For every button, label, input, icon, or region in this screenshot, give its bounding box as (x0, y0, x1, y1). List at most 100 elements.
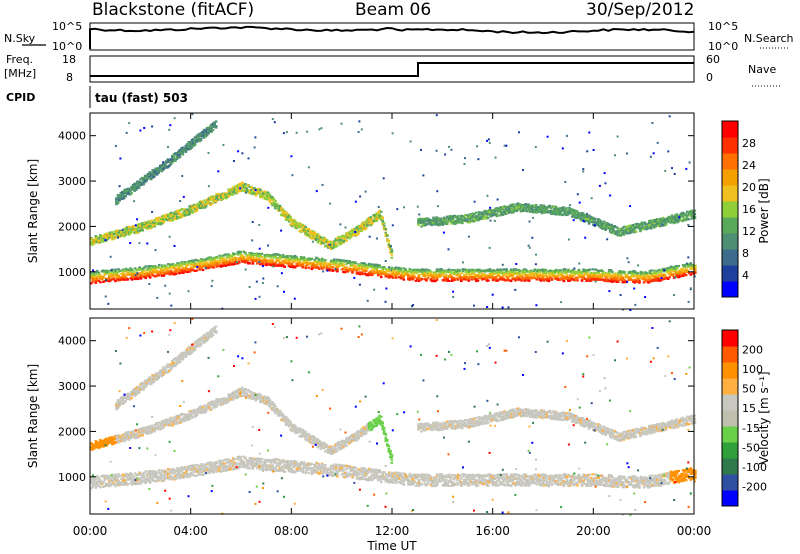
power-cell (553, 205, 556, 208)
power-cell (623, 280, 626, 284)
power-cell (266, 191, 270, 194)
power-cell (360, 227, 363, 230)
power-cell (439, 220, 443, 223)
power-cell (293, 258, 297, 261)
power-cell (221, 197, 224, 200)
power-cell (318, 234, 321, 237)
power-cell (544, 206, 547, 209)
power-cell (181, 153, 185, 156)
power-cell (179, 271, 182, 275)
power-cell (484, 275, 487, 279)
power-cell (659, 272, 662, 275)
power-cell (138, 268, 141, 271)
power-cell (269, 261, 273, 264)
power-cell (360, 229, 363, 233)
power-cell (324, 259, 327, 262)
power-cell (410, 275, 413, 278)
power-cell (433, 223, 437, 226)
power-cell (336, 268, 339, 271)
power-cell (549, 273, 552, 276)
power-cell (432, 271, 436, 274)
power-cell (330, 244, 333, 247)
power-cell (142, 181, 145, 184)
power-cell (342, 259, 345, 262)
power-cell (668, 270, 671, 273)
power-cell (307, 230, 310, 233)
power-cell (265, 258, 268, 261)
power-cell (135, 231, 138, 234)
power-cell (521, 204, 524, 207)
power-cell (537, 272, 540, 275)
power-cell (271, 263, 274, 266)
nsky-line (89, 25, 695, 49)
power-cell (671, 274, 674, 277)
power-cell (211, 128, 215, 132)
power-cell (90, 271, 93, 274)
power-cell (370, 263, 374, 266)
power-cell (121, 277, 125, 280)
power-cell (173, 217, 176, 220)
power-cell (177, 216, 181, 219)
power-cell (122, 191, 126, 194)
power-cell (151, 271, 155, 274)
power-cell (610, 223, 613, 226)
power-cell (357, 232, 360, 235)
power-cell (91, 279, 95, 282)
power-cell (153, 266, 156, 269)
power-cell (256, 191, 259, 194)
power-cell (154, 217, 158, 220)
power-cell (468, 218, 472, 221)
power-cell (479, 274, 483, 277)
power-cell (201, 262, 205, 266)
power-cell (565, 211, 568, 214)
power-cell (312, 266, 315, 269)
power-cell (357, 268, 360, 271)
power-cell (660, 219, 663, 222)
power-cell (485, 217, 488, 220)
power-cell (176, 217, 179, 220)
power-cell (455, 274, 458, 277)
power-cell (375, 263, 378, 266)
power-cell (654, 219, 657, 222)
power-cell (538, 208, 541, 211)
power-cell (200, 259, 203, 263)
power-cell (461, 270, 465, 273)
power-cell (432, 221, 435, 224)
power-cell (379, 276, 383, 279)
power-cell (506, 276, 510, 279)
power-cell (204, 129, 207, 132)
power-cell (102, 280, 105, 283)
power-cell (519, 203, 523, 206)
power-cell (683, 265, 686, 268)
power-cell (123, 231, 126, 235)
power-cell (648, 219, 651, 223)
power-cell (387, 244, 391, 247)
power-cell (429, 222, 432, 225)
power-cell (247, 190, 250, 194)
power-cell (511, 278, 514, 281)
power-cell (551, 212, 555, 216)
power-cell (94, 273, 98, 276)
power-cell (216, 262, 220, 265)
power-cell (689, 262, 693, 265)
power-cell (206, 202, 209, 205)
power-cell (130, 278, 134, 281)
power-cell (370, 265, 374, 268)
freq-label: Freq. (6, 53, 33, 66)
power-cell (165, 214, 169, 217)
power-cell (467, 271, 471, 274)
power-cell (503, 268, 507, 271)
power-cell (375, 271, 378, 274)
power-cell (598, 269, 602, 272)
power-cell (238, 189, 241, 192)
power-cell (533, 268, 537, 271)
power-cell (540, 274, 543, 277)
power-cell (123, 233, 126, 236)
power-cell (250, 188, 253, 192)
power-cell (211, 123, 215, 126)
power-cell (102, 269, 105, 272)
power-cell (402, 267, 406, 270)
power-cell (222, 254, 226, 257)
power-cell (162, 221, 166, 224)
power-cell (621, 227, 624, 230)
